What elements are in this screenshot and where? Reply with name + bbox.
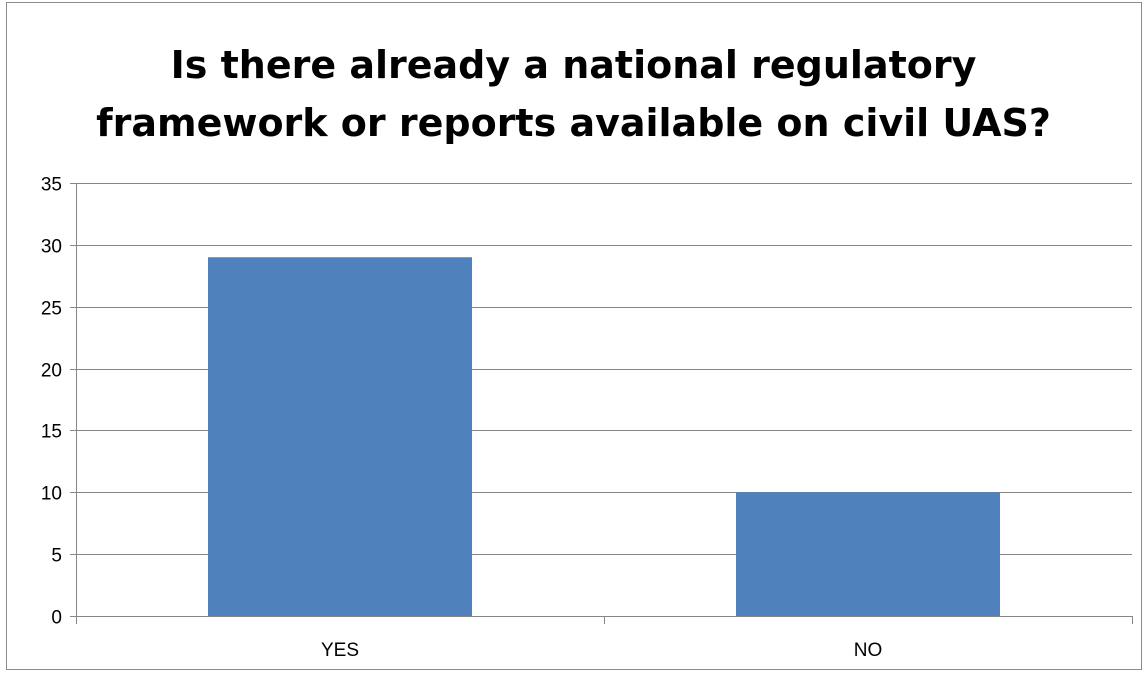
chart-title: Is there already a national regulatory f… xyxy=(0,36,1147,152)
bars xyxy=(208,257,1000,616)
y-tick-label: 0 xyxy=(51,608,62,629)
tick-labels: 0 5 10 15 20 25 30 35 YES NO xyxy=(41,175,882,662)
bar-yes xyxy=(208,257,472,616)
y-tick-label: 30 xyxy=(41,237,62,258)
y-tick-label: 35 xyxy=(41,175,62,196)
chart-title-line-1: Is there already a national regulatory xyxy=(170,43,977,87)
x-tick-label: NO xyxy=(854,640,883,661)
y-tick-label: 5 xyxy=(51,546,62,567)
y-tick-label: 10 xyxy=(41,484,62,505)
y-tick-label: 20 xyxy=(41,361,62,382)
chart-title-line-2: framework or reports available on civil … xyxy=(96,101,1051,145)
axes xyxy=(70,183,1133,624)
y-tick-label: 15 xyxy=(41,422,62,443)
x-tick-label: YES xyxy=(321,640,359,661)
y-tick-label: 25 xyxy=(41,299,62,320)
bar-no xyxy=(736,492,1000,616)
